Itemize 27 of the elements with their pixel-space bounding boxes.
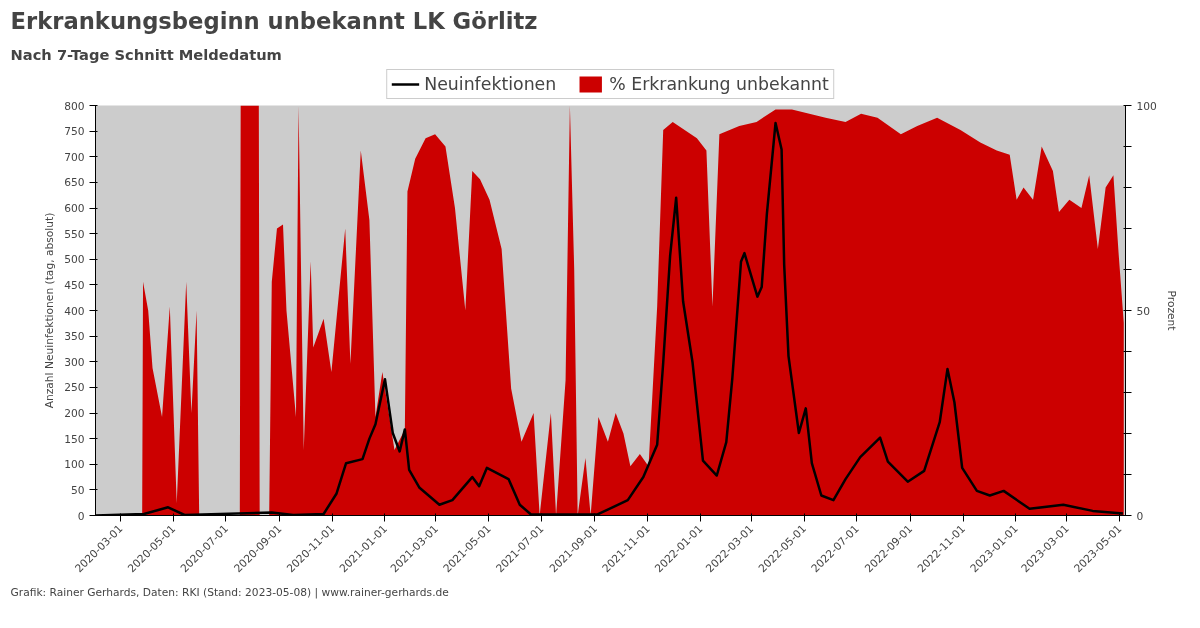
y-tick-label: 800	[64, 99, 85, 113]
y-tick-label: 500	[64, 253, 85, 267]
legend-label: % Erkrankung unbekannt	[609, 74, 829, 94]
y2-tick-label: 50	[1136, 304, 1151, 318]
y2-tick-label: 0	[1136, 509, 1144, 523]
y-tick-label: 700	[64, 150, 85, 164]
y2-tick-label: 100	[1136, 99, 1158, 113]
y-tick-label: 450	[64, 278, 85, 292]
y-tick-label: 600	[64, 202, 85, 215]
y-tick-label: 200	[64, 407, 85, 420]
legend-label: Neuinfektionen	[424, 74, 557, 94]
text: Grafik: Rainer Gerhards, Daten: RKI (Stand: 2023-05-08) | www.rainer-gerhards.de	[10, 585, 449, 599]
chart-title: Erkrankungsbeginn unbekannt LK Görlitz	[10, 7, 538, 34]
y-tick-label: 150	[64, 432, 85, 446]
y-tick-label: 250	[64, 381, 85, 395]
y2-axis-title: Prozent	[1164, 290, 1178, 331]
y-tick-label: 100	[64, 458, 85, 472]
y-axis-title: Anzahl Neuinfektionen (tag, absolut)	[43, 212, 57, 409]
y-tick-label: 300	[64, 355, 85, 369]
y-tick-label: 550	[64, 227, 85, 241]
y-tick-label: 750	[64, 125, 85, 139]
y-tick-label: 50	[70, 483, 85, 497]
y-tick-label: 350	[64, 330, 85, 344]
y-tick-label: 400	[64, 304, 85, 318]
y-tick-label: 0	[77, 509, 85, 523]
chart-subtitle: Nach 7-Tage Schnitt Meldedatum	[10, 45, 282, 63]
y-tick-label: 650	[64, 176, 85, 190]
